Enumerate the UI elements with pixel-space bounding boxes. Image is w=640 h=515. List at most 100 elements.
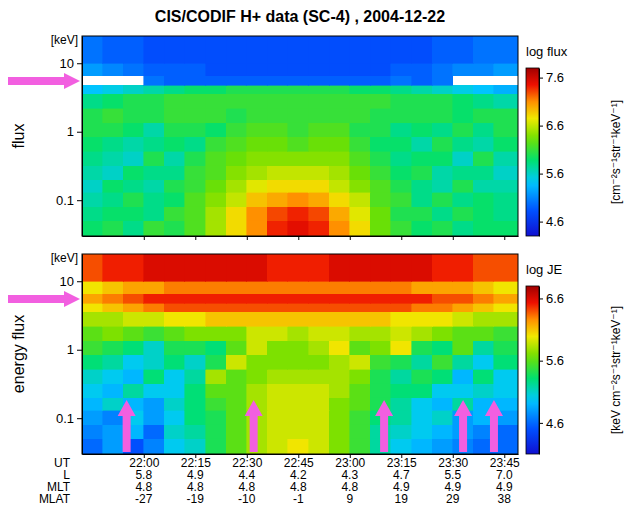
heatmap-cell: [123, 355, 144, 369]
heatmap-cell: [473, 166, 494, 180]
heatmap-cell: [309, 221, 330, 236]
heatmap-cell: [432, 312, 453, 327]
heatmap-cell: [453, 108, 474, 123]
heatmap-cell: [329, 410, 350, 424]
heatmap-cell: [309, 192, 330, 206]
x-row-label: -1: [293, 492, 304, 506]
heatmap-cell: [494, 326, 518, 341]
heatmap-cell: [412, 410, 433, 424]
heatmap-cell: [103, 108, 124, 123]
heatmap-cell: [185, 303, 206, 312]
tick-mark: [77, 281, 82, 282]
heatmap-cell: [164, 94, 185, 109]
y-tick-label: 1: [67, 124, 74, 139]
colorbar: [526, 68, 539, 236]
heatmap-cell: [103, 326, 124, 341]
heatmap-cell: [123, 369, 144, 383]
heatmap-cell: [164, 254, 185, 281]
heatmap-cell: [309, 180, 330, 193]
heatmap-cell: [370, 326, 391, 341]
heatmap-cell: [123, 123, 144, 137]
heatmap-cell: [288, 439, 309, 454]
heatmap-cell: [370, 36, 391, 63]
heatmap-cell: [329, 85, 350, 94]
heatmap-cell: [370, 207, 391, 221]
heatmap-cell: [391, 398, 412, 411]
heatmap-cell: [185, 180, 206, 193]
heatmap-cell: [247, 76, 268, 85]
heatmap-cell: [103, 398, 124, 411]
heatmap-cell: [329, 192, 350, 206]
heatmap-cell: [123, 180, 144, 193]
heatmap-cell: [453, 281, 474, 293]
y-tick-label: 10: [60, 274, 74, 289]
heatmap-cell: [370, 303, 391, 312]
heatmap-cell: [185, 207, 206, 221]
heatmap-cell: [391, 341, 412, 355]
tick-mark: [539, 78, 543, 79]
heatmap-cell: [391, 63, 412, 75]
heatmap-cell: [185, 166, 206, 180]
heatmap-cell: [82, 63, 103, 75]
y-axis: 0.1110: [56, 37, 83, 237]
heatmap-cell: [350, 294, 371, 303]
heatmap-cell: [473, 384, 494, 398]
heatmap-cell: [350, 94, 371, 109]
heatmap-cell: [247, 281, 268, 293]
heatmap-cell: [412, 123, 433, 137]
heatmap-cell: [391, 192, 412, 206]
heatmap-cell: [350, 76, 371, 85]
heatmap-cell: [206, 439, 227, 454]
heatmap-cell: [144, 303, 165, 312]
heatmap-cell: [473, 151, 494, 165]
heatmap-cell: [267, 76, 288, 85]
heatmap-cell: [267, 410, 288, 424]
heatmap-cell: [350, 180, 371, 193]
heatmap-cell: [473, 63, 494, 75]
heatmap-cell: [412, 281, 433, 293]
annotation-arrows: [8, 73, 80, 89]
heatmap-cell: [288, 398, 309, 411]
heatmap-cell: [473, 303, 494, 312]
panel: 0.1110[keV]flux4.65.66.67.6log flux[cm⁻²…: [8, 33, 623, 240]
heatmap-cell: [267, 294, 288, 303]
heatmap-cell: [103, 341, 124, 355]
heatmap-cell: [164, 151, 185, 165]
arrow-time: [118, 400, 136, 452]
heatmap-cell: [206, 137, 227, 151]
heatmap-cell: [247, 369, 268, 383]
x-row-label: 38: [498, 492, 512, 506]
heatmap-cell: [309, 439, 330, 454]
heatmap-cell: [412, 85, 433, 94]
heatmap-cell: [123, 137, 144, 151]
heatmap-cell: [473, 355, 494, 369]
heatmap-cell: [309, 85, 330, 94]
heatmap-cell: [288, 384, 309, 398]
heatmap-cell: [329, 312, 350, 327]
heatmap-cell: [185, 151, 206, 165]
heatmap-cell: [103, 369, 124, 383]
tick-mark: [401, 236, 402, 240]
heatmap-cell: [412, 369, 433, 383]
heatmap-cell: [144, 36, 165, 63]
heatmap-cell: [226, 439, 247, 454]
heatmap-cell: [350, 85, 371, 94]
heatmap-cell: [329, 151, 350, 165]
x-tick: [401, 236, 402, 240]
heatmap-cell: [432, 123, 453, 137]
heatmap-cell: [412, 76, 433, 85]
heatmap-cell: [309, 281, 330, 293]
heatmap-cell: [370, 192, 391, 206]
heatmap-cell: [412, 425, 433, 439]
y-axis-title: flux: [10, 124, 27, 149]
chart-svg: CIS/CODIF H+ data (SC-4) , 2004-12-220.1…: [0, 0, 640, 515]
heatmap-cell: [103, 63, 124, 75]
x-row-label: -19: [187, 492, 205, 506]
heatmap-cell: [103, 36, 124, 63]
heatmap-cell: [432, 369, 453, 383]
heatmap-cell: [144, 369, 165, 383]
heatmap-cell: [370, 63, 391, 75]
y-axis-title: energy flux: [10, 315, 27, 393]
heatmap-cell: [453, 303, 474, 312]
heatmap-cell: [350, 410, 371, 424]
